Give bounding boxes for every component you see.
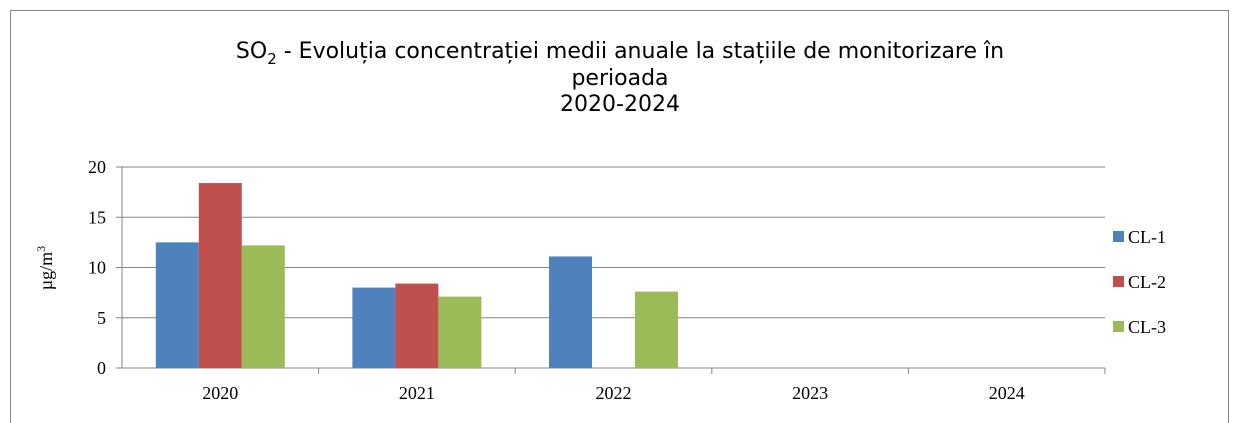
x-tick-label: 2022	[596, 383, 632, 403]
chart-title-line: perioada	[571, 66, 668, 91]
legend-swatch	[1113, 276, 1124, 287]
legend-swatch	[1113, 231, 1124, 242]
bar	[198, 183, 242, 368]
legend-label: CL-3	[1128, 317, 1166, 337]
legend-label: CL-1	[1128, 227, 1166, 247]
bar	[438, 296, 482, 368]
bar	[155, 242, 199, 368]
y-label-superscript: 3	[34, 246, 48, 252]
title-part: SO	[236, 39, 267, 64]
y-tick-label: 20	[88, 157, 106, 177]
y-tick-label: 10	[88, 258, 106, 278]
title-part: - Evoluția concentrației medii anuale la…	[277, 39, 1004, 64]
bar	[635, 291, 678, 368]
x-tick-label: 2020	[202, 383, 238, 403]
y-label-part: µg/m	[36, 252, 56, 290]
chart-title: SO2 - Evoluția concentrației medii anual…	[236, 39, 1004, 68]
x-tick-label: 2023	[792, 383, 828, 403]
y-axis-label: µg/m3	[34, 246, 56, 290]
y-tick-label: 0	[97, 358, 106, 378]
title-subscript: 2	[267, 50, 277, 68]
y-tick-label: 5	[97, 308, 106, 328]
legend-label: CL-2	[1128, 272, 1166, 292]
x-tick-label: 2024	[989, 383, 1025, 403]
chart-title-line: 2020-2024	[560, 92, 680, 117]
y-tick-label: 15	[88, 207, 106, 227]
bar	[549, 256, 592, 368]
chart-frame	[10, 10, 1229, 423]
x-tick-label: 2021	[399, 383, 435, 403]
bar	[352, 287, 396, 368]
bar	[241, 245, 285, 368]
bar	[395, 283, 439, 368]
legend-swatch	[1113, 321, 1124, 332]
